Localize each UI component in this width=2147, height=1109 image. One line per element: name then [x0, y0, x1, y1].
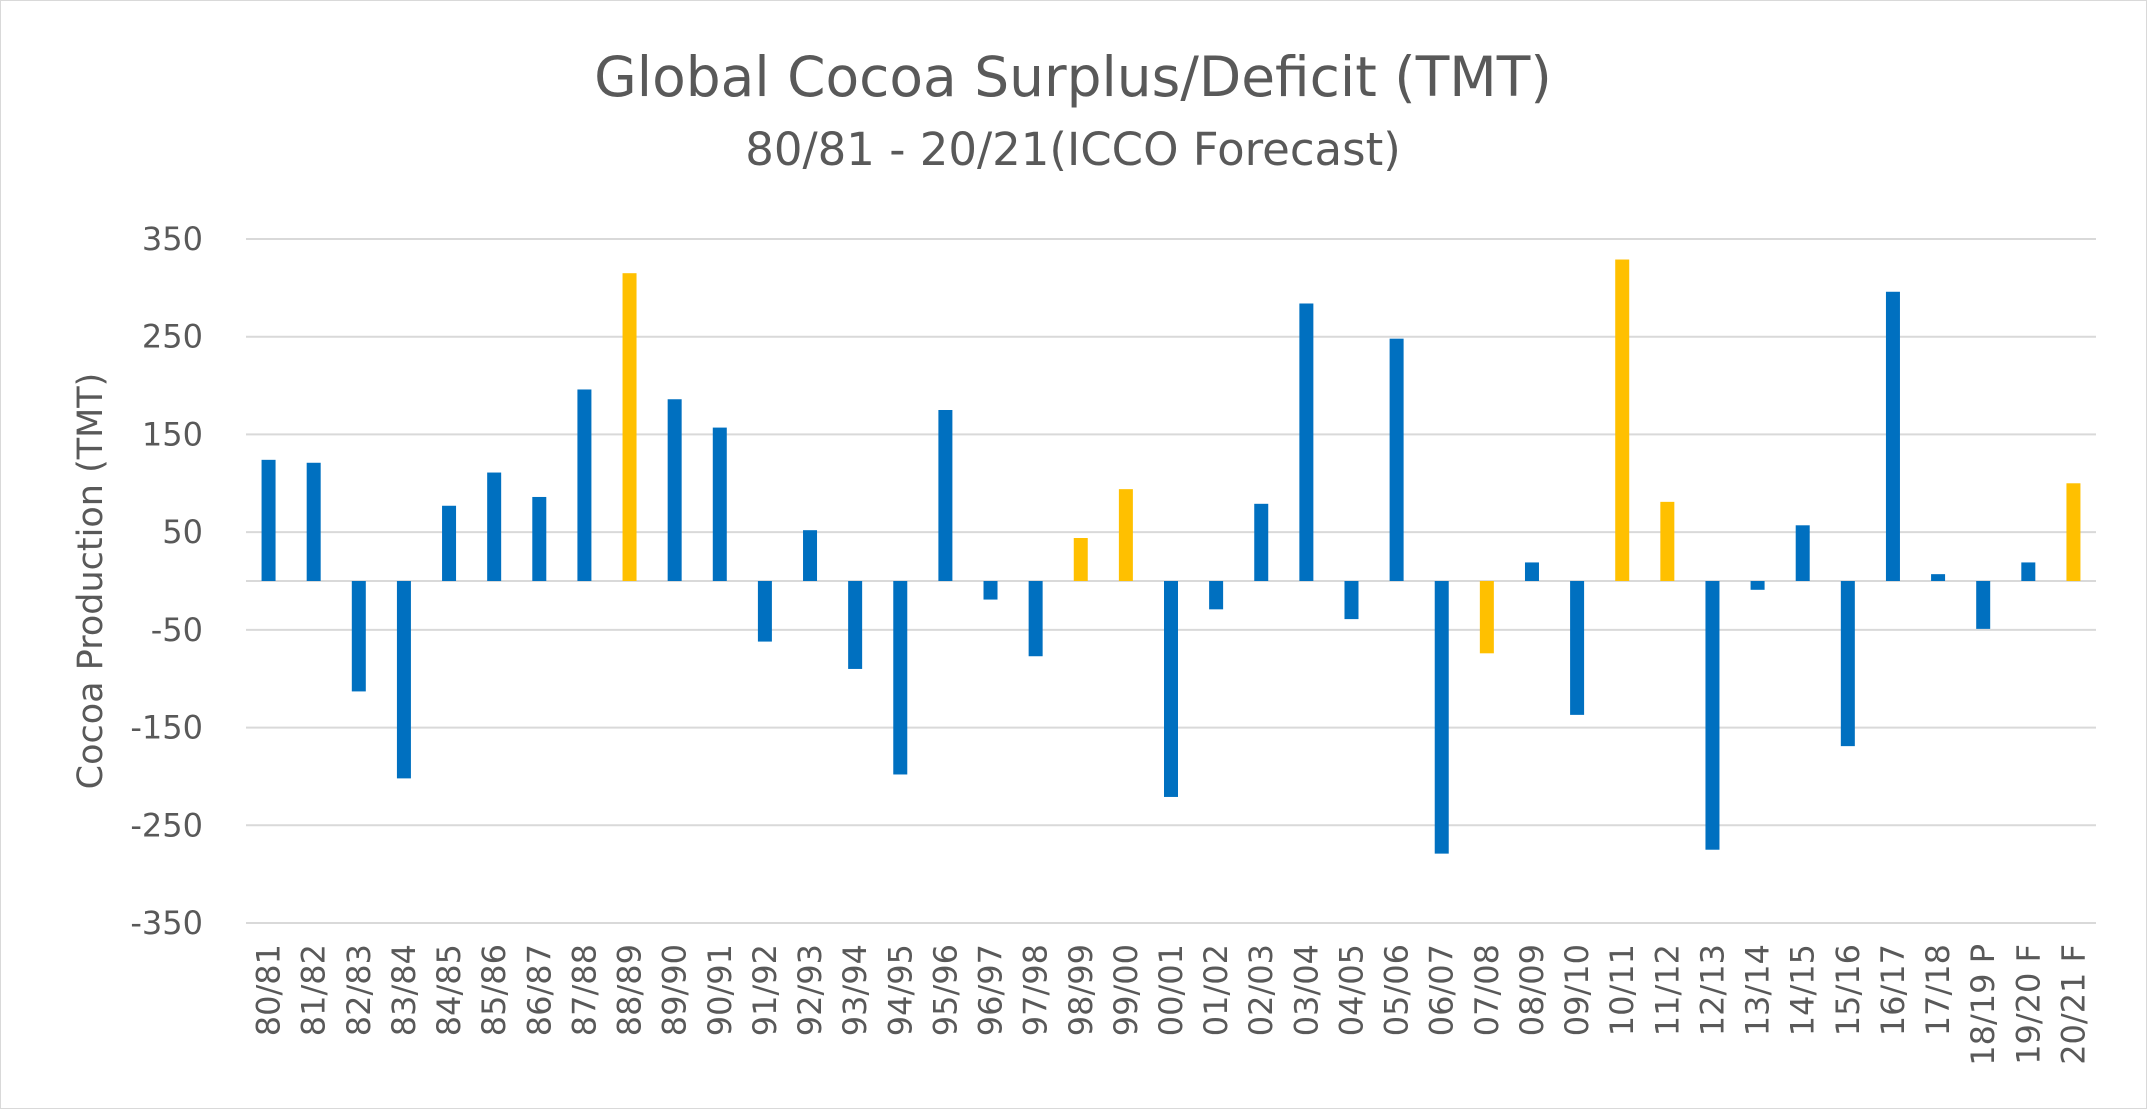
bar-14-15: [1795, 525, 1810, 581]
x-tick-label: 90/91: [701, 944, 739, 1036]
bar-08-09: [1524, 562, 1539, 581]
bars: [261, 259, 2081, 854]
bar-01-02: [1209, 581, 1224, 610]
x-tick-label: 99/00: [1107, 944, 1145, 1036]
y-tick-label: 350: [142, 220, 203, 258]
bar-94-95: [893, 581, 908, 775]
x-tick-label: 06/07: [1423, 944, 1461, 1036]
x-tick-label: 14/15: [1784, 944, 1822, 1036]
x-tick-label: 83/84: [385, 944, 423, 1036]
bar-19-20-F: [2021, 562, 2036, 581]
x-tick-label: 18/19 P: [1964, 944, 2002, 1066]
x-tick-label: 11/12: [1648, 944, 1686, 1036]
bar-13-14: [1750, 581, 1765, 590]
bar-02-03: [1254, 503, 1269, 581]
bar-03-04: [1299, 303, 1314, 581]
x-tick-label: 20/21 F: [2054, 944, 2092, 1065]
bar-92-93: [803, 530, 818, 581]
bar-04-05: [1344, 581, 1359, 620]
bar-17-18: [1931, 574, 1946, 581]
x-tick-label: 96/97: [972, 944, 1010, 1036]
x-tick-label: 89/90: [656, 944, 694, 1036]
x-tick-label: 04/05: [1332, 944, 1370, 1036]
y-axis-title: Cocoa Production (TMT): [71, 373, 111, 790]
x-tick-label: 00/01: [1152, 944, 1190, 1036]
y-tick-labels: 350 250 150 50 -50 -150 -250 -350: [130, 220, 203, 942]
x-tick-label: 12/13: [1693, 944, 1731, 1036]
x-tick-label: 15/16: [1829, 944, 1867, 1036]
bar-16-17: [1885, 291, 1900, 581]
x-tick-label: 94/95: [881, 944, 919, 1036]
bar-20-21-F: [2066, 483, 2081, 581]
x-tick-label: 95/96: [926, 944, 964, 1036]
bar-88-89: [622, 273, 637, 581]
x-tick-label: 19/20 F: [2009, 944, 2047, 1065]
bar-87-88: [577, 389, 592, 581]
bar-15-16: [1840, 581, 1855, 747]
x-tick-label: 84/85: [430, 944, 468, 1036]
x-tick-label: 02/03: [1242, 944, 1280, 1036]
x-tick-label: 16/17: [1874, 944, 1912, 1036]
bar-06-07: [1434, 581, 1449, 854]
bar-82-83: [351, 581, 366, 692]
x-tick-label: 98/99: [1062, 944, 1100, 1036]
x-tick-label: 93/94: [836, 944, 874, 1036]
x-tick-label: 82/83: [340, 944, 378, 1036]
bar-86-87: [532, 496, 547, 581]
x-tick-label: 13/14: [1739, 944, 1777, 1036]
x-tick-label: 85/86: [475, 944, 513, 1036]
x-tick-label: 08/09: [1513, 944, 1551, 1036]
bar-85-86: [487, 472, 502, 581]
bar-81-82: [306, 462, 321, 581]
x-tick-label: 92/93: [791, 944, 829, 1036]
bar-09-10: [1570, 581, 1585, 715]
bar-00-01: [1164, 581, 1178, 797]
x-tick-label: 05/06: [1378, 944, 1416, 1036]
y-tick-label: 150: [142, 415, 203, 453]
bar-90-91: [712, 427, 727, 581]
x-tick-label: 17/18: [1919, 944, 1957, 1036]
bar-07-08: [1479, 581, 1494, 654]
bar-84-85: [442, 505, 457, 581]
x-tick-label: 01/02: [1197, 944, 1235, 1036]
chart-title: Global Cocoa Surplus/Deficit (TMT): [594, 45, 1552, 109]
x-tick-label: 80/81: [250, 944, 288, 1036]
y-tick-label: -50: [151, 611, 203, 649]
bar-98-99: [1073, 538, 1088, 581]
bar-95-96: [938, 410, 953, 581]
bar-97-98: [1028, 581, 1043, 657]
x-tick-label: 87/88: [565, 944, 603, 1036]
y-tick-label: -350: [130, 904, 203, 942]
x-tick-label: 09/10: [1558, 944, 1596, 1036]
x-tick-label: 81/82: [295, 944, 333, 1036]
x-tick-label: 10/11: [1603, 944, 1641, 1036]
bar-96-97: [983, 581, 998, 600]
bar-99-00: [1118, 489, 1133, 581]
x-tick-label: 07/08: [1468, 944, 1506, 1036]
x-tick-labels: 80/81 81/82 82/83 83/84 84/85 85/86 86/87 87/88…: [250, 944, 2093, 1066]
y-tick-label: 250: [142, 318, 203, 356]
x-tick-label: 97/98: [1017, 944, 1055, 1036]
y-tick-label: 50: [162, 513, 203, 551]
bar-89-90: [667, 399, 682, 581]
x-tick-label: 86/87: [520, 944, 558, 1036]
x-tick-label: 03/04: [1287, 944, 1325, 1036]
bar-05-06: [1389, 338, 1404, 581]
bar-18-19-P: [1976, 581, 1991, 629]
y-tick-label: -250: [130, 806, 203, 844]
chart-subtitle: 80/81 - 20/21(ICCO Forecast): [745, 123, 1401, 176]
bar-10-11: [1615, 259, 1630, 581]
bar-91-92: [757, 581, 772, 642]
bar-83-84: [396, 581, 411, 779]
bar-12-13: [1705, 581, 1720, 850]
bar-93-94: [848, 581, 863, 669]
bar-11-12: [1660, 501, 1675, 581]
y-tick-label: -150: [130, 709, 203, 747]
x-tick-label: 91/92: [746, 944, 784, 1036]
bar-80-81: [261, 459, 276, 581]
x-tick-label: 88/89: [611, 944, 649, 1036]
